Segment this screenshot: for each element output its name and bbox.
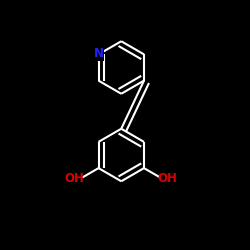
Text: OH: OH (158, 172, 178, 185)
Text: N: N (94, 46, 104, 60)
Text: OH: OH (65, 172, 85, 185)
